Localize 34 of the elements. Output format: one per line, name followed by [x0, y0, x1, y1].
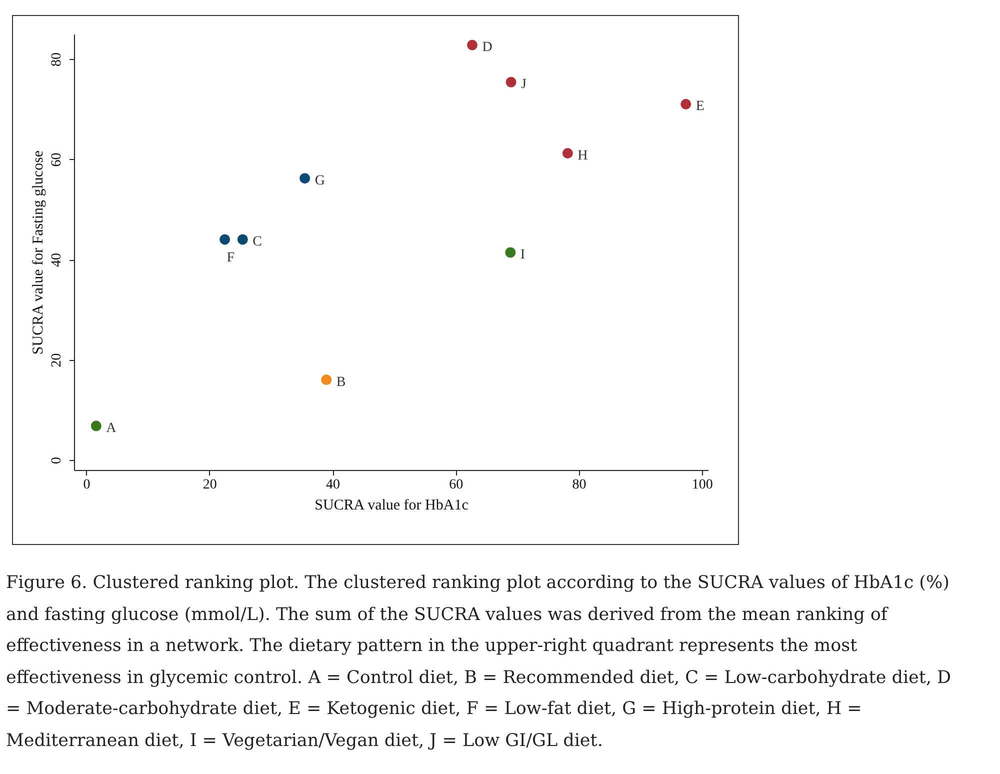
annotation: H — [578, 148, 588, 164]
x-tick-label: 100 — [692, 478, 713, 492]
y-axis-title: SUCRA value for Fasting glucose — [30, 150, 46, 355]
annotation: J — [521, 77, 528, 92]
x-axis-title: SUCRA value for HbA1c — [314, 498, 469, 514]
point — [90, 420, 102, 432]
annotation: F — [226, 250, 235, 266]
x-tick-label: 20 — [202, 478, 217, 492]
annotation: G — [314, 173, 325, 188]
x-tick-label: 0 — [83, 478, 90, 492]
point — [237, 234, 248, 245]
y-tick-label: 40 — [50, 253, 64, 268]
x-tick-label: 60 — [449, 478, 464, 492]
point — [562, 148, 573, 159]
y-tick-label: 60 — [50, 152, 64, 167]
caption: Figure 6. Clustered ranking plot. The clustered ranking plot according to the SUCRA values of HbA1c (%) and fasting glucose (mmol/L). The sum of the SUCRA values was derived from the mean ranking of effectiveness in a network. The dietary pattern in the upper-right quadrant represents the most effectiveness in glycemic control. A = Control diet, B = Recommended diet, C = Low-carbohydrate diet, D = Moderate-carbohydrate diet, E = Ketogenic diet, F = Low-fat diet, G = High-protein diet, H = Mediterranean diet, I = Vegetarian/Vegan diet, J = Low GI/GL diet. — [6, 572, 952, 752]
y-tick-label: 20 — [50, 353, 64, 368]
point — [220, 234, 230, 245]
point — [300, 173, 310, 184]
y-tick-label: 80 — [50, 52, 64, 67]
annotation: C — [252, 234, 262, 250]
annotation: A — [106, 420, 118, 436]
annotation: D — [482, 40, 492, 56]
x-tick-label: 80 — [572, 478, 586, 492]
annotation: I — [520, 248, 526, 262]
point — [321, 374, 332, 386]
point — [467, 40, 478, 50]
annotation: E — [696, 99, 704, 114]
x-tick-label: 40 — [326, 478, 340, 492]
annotation: B — [336, 374, 346, 390]
point — [506, 76, 516, 88]
y-tick-label: 0 — [50, 456, 64, 464]
point — [505, 247, 516, 258]
point — [680, 98, 692, 110]
